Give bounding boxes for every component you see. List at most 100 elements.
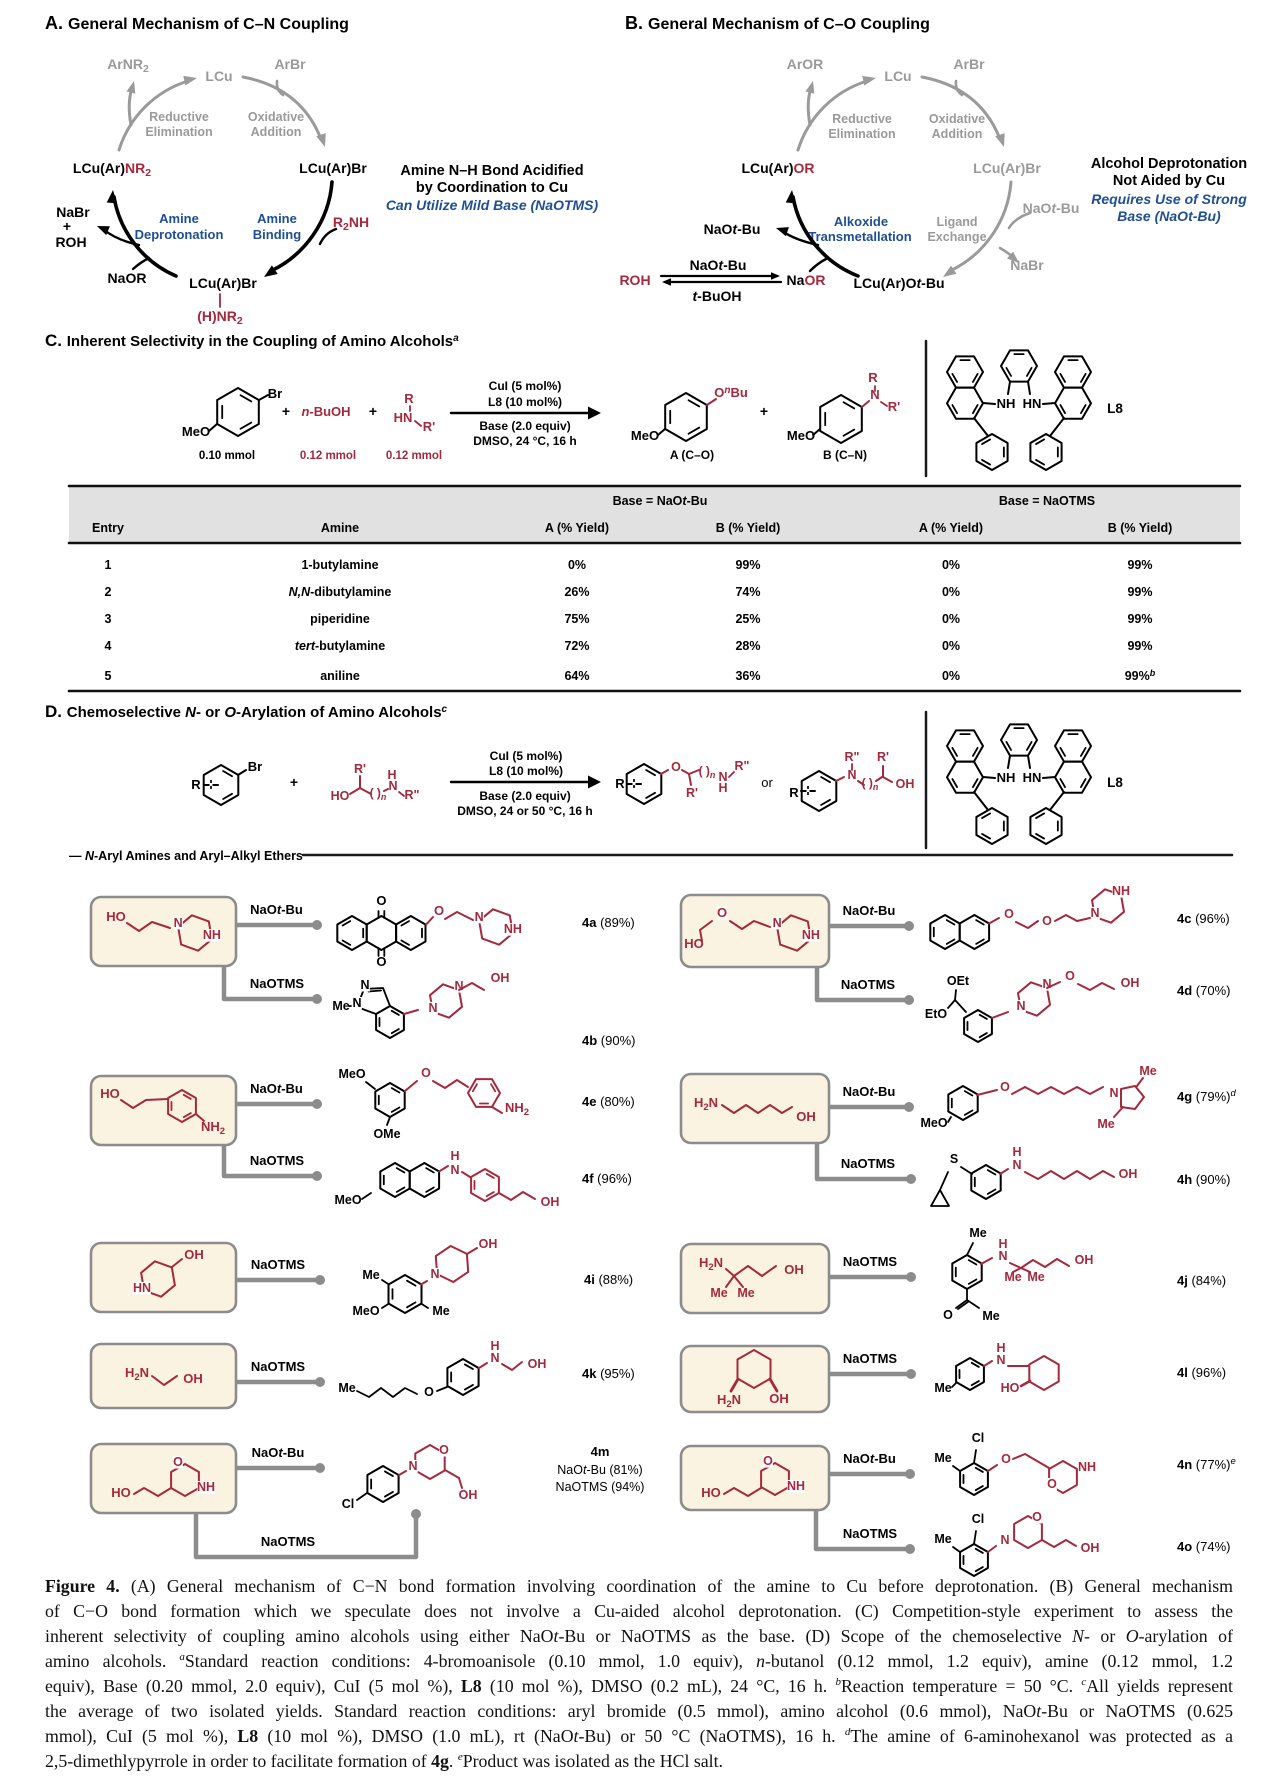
svg-text:O: O xyxy=(376,893,386,908)
svg-text:O: O xyxy=(1065,969,1075,983)
svg-text:LCu(Ar)Br: LCu(Ar)Br xyxy=(189,275,257,291)
svg-text:MeO: MeO xyxy=(352,1304,379,1318)
svg-text:NH: NH xyxy=(504,922,522,936)
svg-text:D. Chemoselective N- or O-Aryl: D. Chemoselective N- or O-Arylation of A… xyxy=(45,702,448,721)
svg-text:NaBr: NaBr xyxy=(56,204,90,220)
svg-text:OH: OH xyxy=(183,1371,203,1386)
svg-text:HN: HN xyxy=(1023,770,1042,785)
svg-text:OH: OH xyxy=(1121,976,1140,990)
svg-text:Base = NaOt-Bu: Base = NaOt-Bu xyxy=(613,494,708,508)
svg-text:ROH: ROH xyxy=(619,272,650,288)
svg-text:NaOR: NaOR xyxy=(108,270,147,286)
svg-text:NH2: NH2 xyxy=(201,1119,225,1137)
svg-text:MeO: MeO xyxy=(787,428,815,443)
svg-text:4c (96%): 4c (96%) xyxy=(1177,911,1230,926)
svg-text:O: O xyxy=(943,1308,953,1322)
svg-text:Amine: Amine xyxy=(159,211,199,226)
svg-text:Me: Me xyxy=(1097,1117,1114,1131)
svg-text:R': R' xyxy=(888,399,900,414)
svg-text:OH: OH xyxy=(479,1237,498,1251)
svg-text:B (C–N): B (C–N) xyxy=(823,448,867,462)
svg-text:1: 1 xyxy=(105,558,112,572)
svg-text:Me: Me xyxy=(432,1304,449,1318)
svg-text:99%: 99% xyxy=(1127,612,1152,626)
svg-text:H: H xyxy=(998,1237,1007,1251)
svg-text:Cl: Cl xyxy=(972,1512,985,1526)
svg-text:O: O xyxy=(173,1455,183,1469)
svg-text:NaOt-Bu: NaOt-Bu xyxy=(843,903,896,918)
svg-text:LCu: LCu xyxy=(205,68,232,84)
svg-text:B. General Mechanism of C–O Co: B. General Mechanism of C–O Coupling xyxy=(625,13,930,33)
svg-text:Not Aided by Cu: Not Aided by Cu xyxy=(1113,173,1225,189)
svg-text:L8: L8 xyxy=(1107,401,1123,416)
svg-text:Base (2.0 equiv): Base (2.0 equiv) xyxy=(479,789,570,803)
svg-text:NaOTMS: NaOTMS xyxy=(261,1534,316,1549)
svg-text:N: N xyxy=(773,916,782,930)
svg-text:by Coordination to Cu: by Coordination to Cu xyxy=(416,180,568,196)
svg-text:O: O xyxy=(421,1066,431,1080)
svg-text:or: or xyxy=(761,775,773,790)
svg-text:HN: HN xyxy=(394,410,413,425)
svg-text:HN: HN xyxy=(1023,396,1042,411)
svg-text:H: H xyxy=(718,781,727,795)
svg-text:Cl: Cl xyxy=(342,1497,355,1511)
svg-text:Alkoxide: Alkoxide xyxy=(834,214,888,229)
svg-text:OMe: OMe xyxy=(373,1127,400,1141)
svg-text:Me: Me xyxy=(362,1268,379,1282)
svg-text:Amine N–H Bond Acidified: Amine N–H Bond Acidified xyxy=(400,163,583,179)
svg-text:MeO: MeO xyxy=(631,428,659,443)
svg-text:Cl: Cl xyxy=(972,1431,985,1445)
svg-text:O: O xyxy=(1032,1510,1042,1524)
svg-text:ArNR2: ArNR2 xyxy=(107,56,149,75)
svg-text:R': R' xyxy=(354,762,366,776)
svg-text:Elimination: Elimination xyxy=(145,125,212,139)
svg-text:LCu(Ar)OR: LCu(Ar)OR xyxy=(741,160,814,176)
svg-text:NaOTMS: NaOTMS xyxy=(841,1156,896,1171)
svg-text:OH: OH xyxy=(491,971,510,985)
svg-text:NaBr: NaBr xyxy=(1010,257,1044,273)
svg-text:0%: 0% xyxy=(942,558,960,572)
svg-text:H: H xyxy=(996,1341,1005,1355)
svg-text:OH: OH xyxy=(769,1391,789,1406)
svg-text:Oxidative: Oxidative xyxy=(929,112,985,126)
svg-text:NaOTMS: NaOTMS xyxy=(250,976,305,991)
svg-text:Br: Br xyxy=(268,386,282,401)
svg-text:Entry: Entry xyxy=(92,521,124,535)
svg-text:NaOTMS: NaOTMS xyxy=(841,977,896,992)
svg-text:— N-Aryl Amines and Aryl–Alkyl: — N-Aryl Amines and Aryl–Alkyl Ethers xyxy=(69,849,303,863)
svg-text:HO: HO xyxy=(331,789,350,803)
svg-text:99%: 99% xyxy=(735,558,760,572)
svg-text:OEt: OEt xyxy=(947,974,970,988)
svg-text:O: O xyxy=(1047,1477,1057,1491)
svg-text:Transmetallation: Transmetallation xyxy=(808,229,911,244)
svg-text:R: R xyxy=(789,785,799,800)
svg-text:OnBu: OnBu xyxy=(714,385,748,400)
svg-text:N: N xyxy=(408,1459,417,1473)
svg-text:NaOt-Bu: NaOt-Bu xyxy=(843,1084,896,1099)
svg-text:H2N: H2N xyxy=(125,1365,149,1383)
svg-text:OH: OH xyxy=(528,1357,547,1371)
svg-text:ArBr: ArBr xyxy=(274,56,306,72)
svg-text:72%: 72% xyxy=(564,639,589,653)
svg-text:R: R xyxy=(868,370,878,385)
svg-text:R': R' xyxy=(423,419,435,434)
svg-text:LCu(Ar)Br: LCu(Ar)Br xyxy=(299,160,367,176)
svg-text:H2N: H2N xyxy=(699,1255,723,1273)
svg-text:4: 4 xyxy=(105,639,112,653)
svg-text:99%: 99% xyxy=(1127,558,1152,572)
svg-text:Base (NaOt-Bu): Base (NaOt-Bu) xyxy=(1117,208,1221,224)
svg-text:LCu: LCu xyxy=(884,68,911,84)
svg-text:NaOt-Bu: NaOt-Bu xyxy=(250,1081,303,1096)
svg-text:OH: OH xyxy=(541,1195,560,1209)
svg-text:B (% Yield): B (% Yield) xyxy=(1108,521,1173,535)
svg-text:O: O xyxy=(424,1385,434,1399)
svg-text:MeO: MeO xyxy=(334,1193,361,1207)
svg-text:Reductive: Reductive xyxy=(149,110,209,124)
svg-text:HO: HO xyxy=(684,936,704,951)
svg-text:Ligand: Ligand xyxy=(937,215,978,229)
svg-text:64%: 64% xyxy=(564,669,589,683)
svg-text:Binding: Binding xyxy=(253,227,301,242)
svg-text:N: N xyxy=(388,779,397,793)
svg-text:Amine: Amine xyxy=(257,211,297,226)
svg-text:R": R" xyxy=(845,750,860,764)
